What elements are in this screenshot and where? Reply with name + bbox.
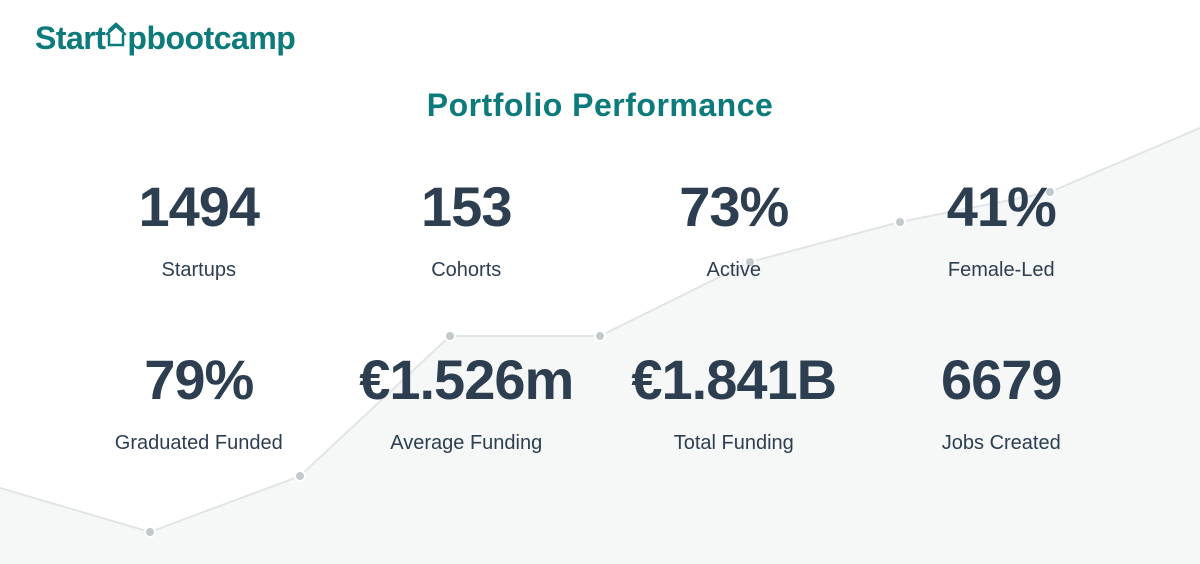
stats-grid: 1494 Startups 153 Cohorts 73% Active 41%…: [40, 179, 1160, 455]
stat-graduated-funded: 79% Graduated Funded: [80, 352, 318, 455]
stat-value: 41%: [883, 179, 1121, 235]
stat-cohorts: 153 Cohorts: [348, 179, 586, 282]
logo-house-icon: [105, 18, 127, 55]
stat-total-funding: €1.841B Total Funding: [615, 352, 853, 455]
stat-label: Jobs Created: [883, 432, 1121, 455]
logo-text-suffix: pbootcamp: [127, 20, 295, 57]
stat-jobs-created: 6679 Jobs Created: [883, 352, 1121, 455]
stat-label: Active: [615, 259, 853, 282]
stat-value: 153: [348, 179, 586, 235]
stat-label: Cohorts: [348, 259, 586, 282]
stat-female-led: 41% Female-Led: [883, 179, 1121, 282]
logo: Start pbootcamp: [35, 20, 1160, 57]
stat-value: 1494: [80, 179, 318, 235]
stat-label: Average Funding: [348, 432, 586, 455]
stat-value: €1.526m: [348, 352, 586, 408]
stat-value: 79%: [80, 352, 318, 408]
stat-label: Total Funding: [615, 432, 853, 455]
stat-value: 73%: [615, 179, 853, 235]
stat-label: Female-Led: [883, 259, 1121, 282]
stat-label: Startups: [80, 259, 318, 282]
stat-label: Graduated Funded: [80, 432, 318, 455]
logo-text-prefix: Start: [35, 20, 105, 57]
stat-startups: 1494 Startups: [80, 179, 318, 282]
stat-average-funding: €1.526m Average Funding: [348, 352, 586, 455]
stat-value: €1.841B: [615, 352, 853, 408]
stat-value: 6679: [883, 352, 1121, 408]
stat-active: 73% Active: [615, 179, 853, 282]
page-title: Portfolio Performance: [40, 87, 1160, 124]
